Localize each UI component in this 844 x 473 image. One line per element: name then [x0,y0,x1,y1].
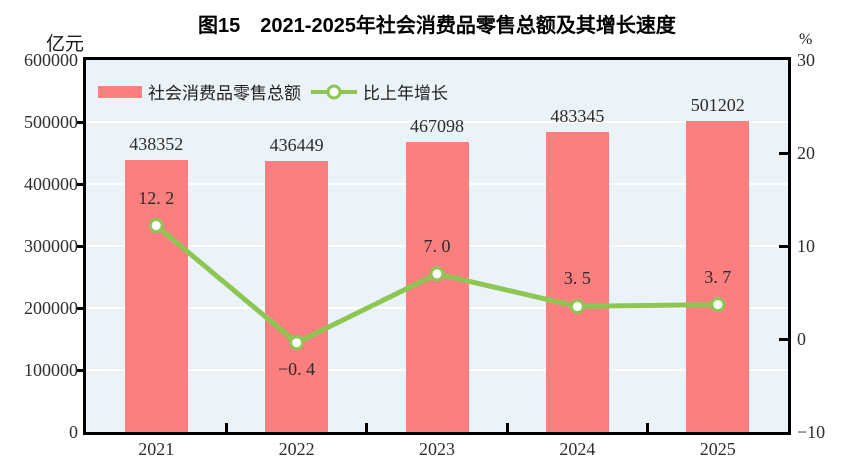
x-axis-category-label: 2021 [138,439,175,459]
right-axis-tick-label: 0 [797,329,806,349]
bar-value-label: 501202 [690,95,745,116]
legend-bar-swatch [98,85,142,98]
left-axis-tick-label: 600000 [24,50,78,70]
growth-line-svg [148,218,726,351]
bar-value-label: 467098 [410,116,464,137]
left-axis-tick [76,182,83,186]
chart-title: 图15 2021-2025年社会消费品零售总额及其增长速度 [198,15,676,37]
line-marker-icon [710,297,726,313]
x-axis-category-label: 2022 [278,439,315,459]
line-marker-icon [569,298,585,314]
right-axis-tick-label: 30 [797,50,815,70]
plot-area: 社会消费品零售总额 比上年增长 438352 436449 467098 483345… [83,57,791,435]
x-axis-category-label: 2025 [699,439,736,459]
gridline [86,121,788,123]
right-axis-tick [779,151,788,155]
legend-line-marker-icon [326,84,342,99]
retail-total-bar [124,160,188,432]
left-axis-tick-label: 400000 [24,174,78,194]
legend-bar-label: 社会消费品零售总额 [148,84,301,103]
left-axis-tick [76,306,83,310]
line-value-label: 7. 0 [423,235,451,256]
left-axis-tick [76,368,83,372]
line-marker-icon [429,266,445,282]
line-value-label: −0. 4 [278,358,316,379]
left-axis-tick-label: 500000 [24,112,78,132]
left-axis-tick-label: 200000 [24,298,78,318]
left-axis-tick [76,120,83,124]
right-axis-tick [779,244,788,248]
x-axis-category-label: 2023 [419,439,455,459]
right-axis-tick [779,337,788,341]
x-axis-category-label: 2024 [559,439,596,459]
right-axis-unit: % [799,31,813,48]
bar-value-label: 483345 [550,106,605,127]
bar-value-label: 438352 [129,134,184,155]
left-axis-tick-label: 0 [69,422,78,442]
x-axis-tick [224,423,228,432]
left-axis-tick-label: 100000 [24,360,78,380]
left-axis-tick-label: 300000 [24,236,78,256]
retail-total-bar [686,121,750,432]
right-axis-tick-label: 20 [797,143,815,163]
x-axis-tick [505,423,509,432]
left-axis-unit: 亿元 [46,34,85,55]
right-axis-tick-label: −10 [797,422,826,442]
x-axis-tick [646,423,650,432]
retail-total-bar [265,161,329,432]
line-marker-icon [148,218,164,234]
x-axis-tick [365,423,369,432]
retail-total-bar [405,142,469,432]
bar-value-label: 436449 [269,135,324,156]
line-value-label: 3. 7 [704,266,732,287]
legend: 社会消费品零售总额 比上年增长 [98,79,448,104]
left-axis-tick [76,244,83,248]
legend-line-swatch [311,84,357,99]
line-value-label: 3. 5 [563,268,591,289]
legend-line-label: 比上年增长 [363,84,448,103]
right-axis-tick-label: 10 [797,236,815,256]
line-marker-icon [289,335,305,351]
line-value-label: 12. 2 [138,187,175,208]
retail-total-bar [545,132,609,432]
